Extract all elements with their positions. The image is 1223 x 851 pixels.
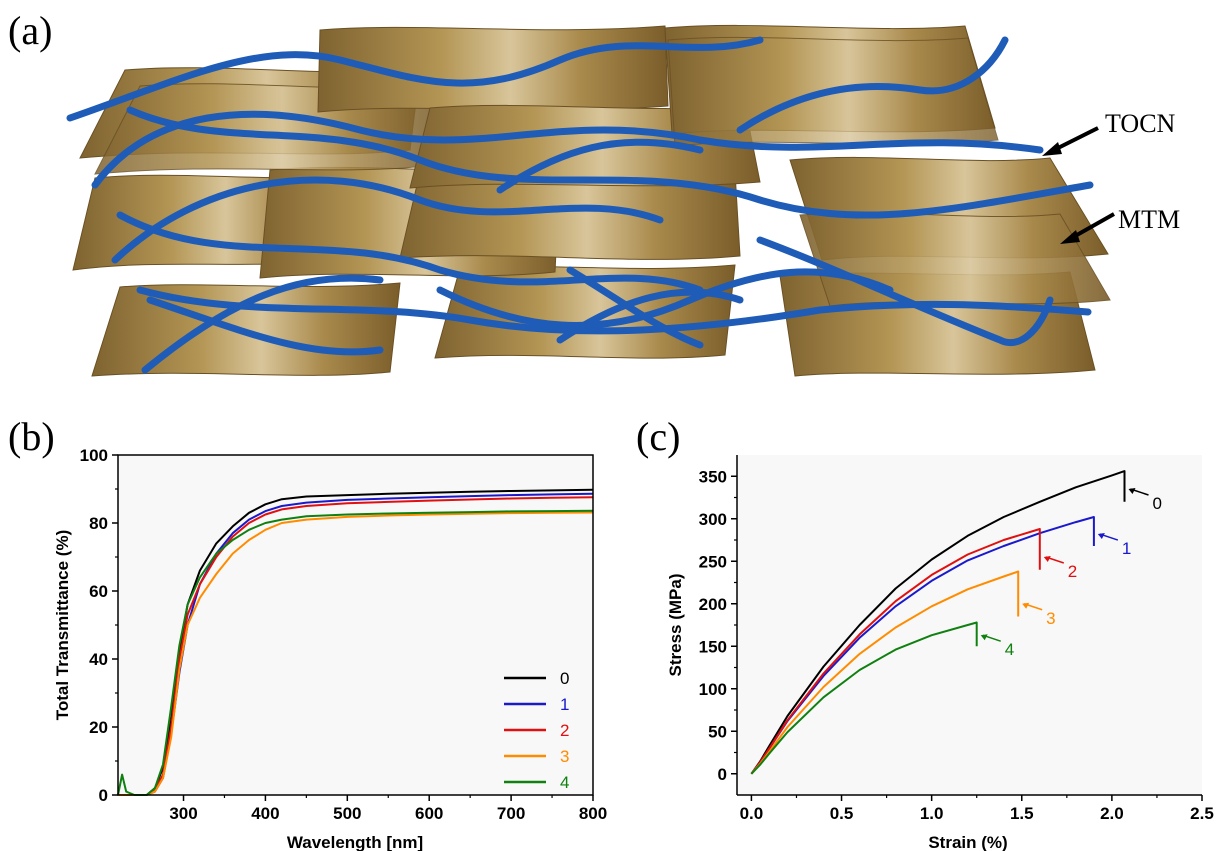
series-line-0 <box>750 470 1126 775</box>
schematic-panel: (a) <box>8 8 1180 377</box>
x-tick-label: 1.0 <box>920 804 944 823</box>
y-tick-label: 200 <box>699 595 727 614</box>
y-tick-label: 50 <box>708 722 727 741</box>
arrow-head-icon <box>1042 142 1062 156</box>
x-tick-label: 0.0 <box>740 804 764 823</box>
series-line-3 <box>118 511 594 796</box>
x-tick-label: 400 <box>251 804 279 823</box>
tocn-fiber <box>496 138 704 194</box>
y-tick-label: 350 <box>699 467 727 486</box>
x-tick-label: 2.0 <box>1100 804 1124 823</box>
series-line-4 <box>750 621 978 775</box>
tocn-fiber <box>756 236 1054 347</box>
end-label-arrowhead-1 <box>1097 533 1105 540</box>
axes-c: 0.0 0.5 1.0 1.5 2.0 2.5 0 50 100 150 200 250 300 350 <box>699 455 1214 823</box>
end-label-arrowhead-4 <box>980 634 988 641</box>
callout-label-mtm: MTM <box>1118 205 1180 234</box>
x-tick-label: 800 <box>579 804 607 823</box>
x-tick-label: 1.5 <box>1010 804 1034 823</box>
chart-c: (c) 0 1 2 3 4 0.0 0.5 1.0 1.5 2.0 2.5 0 50 100 150 200… <box>636 414 1214 851</box>
panel-label-c: (c) <box>636 414 680 459</box>
callout-mtm: MTM <box>1060 205 1180 244</box>
series-group-c <box>750 470 1126 775</box>
end-label-arrowhead-2 <box>1043 556 1051 562</box>
plot-area-b <box>118 455 593 795</box>
legend-label-1: 1 <box>560 695 569 714</box>
chart-b: (b) 300 400 500 600 700 800 0 20 40 60 80 100 0 1 2 3 4… <box>8 414 607 851</box>
end-label-arrowhead-3 <box>1022 602 1030 609</box>
mtm-sheet <box>317 25 669 113</box>
legend-label-3: 3 <box>560 747 569 766</box>
y-tick-label: 100 <box>80 446 108 465</box>
y-tick-label: 20 <box>89 718 108 737</box>
tocn-fiber <box>116 211 704 294</box>
tocn-fiber <box>736 36 1009 134</box>
tocn-fiber <box>141 274 384 374</box>
y-axis-title-b: Total Transmittance (%) <box>53 530 72 721</box>
tocn-fiber <box>556 288 744 344</box>
tocn-fiber <box>436 268 894 329</box>
end-label-2: 2 <box>1068 562 1077 581</box>
tocn-fiber <box>111 176 664 264</box>
x-tick-label: 500 <box>333 804 361 823</box>
legend-label-0: 0 <box>560 669 569 688</box>
x-tick-label: 600 <box>415 804 443 823</box>
x-tick-label: 0.5 <box>830 804 854 823</box>
end-label-0: 0 <box>1153 494 1162 513</box>
end-label-4: 4 <box>1005 640 1014 659</box>
legend-label-2: 2 <box>560 721 569 740</box>
x-tick-label: 300 <box>169 804 197 823</box>
mtm-sheet <box>799 212 1111 307</box>
callout-label-tocn: TOCN <box>1105 109 1176 138</box>
y-tick-label: 0 <box>718 765 727 784</box>
series-line-2 <box>118 496 594 796</box>
tocn-fiber <box>91 110 1044 189</box>
tocn-fibers <box>66 36 1094 374</box>
y-tick-label: 300 <box>699 510 727 529</box>
series-line-2 <box>750 528 1041 775</box>
tocn-fiber <box>146 296 384 356</box>
mtm-sheets <box>72 24 1111 377</box>
arrow-head-icon <box>1060 230 1080 244</box>
tocn-fiber <box>66 36 764 122</box>
x-axis-title-b: Wavelength [nm] <box>287 833 423 851</box>
y-tick-label: 80 <box>89 514 108 533</box>
x-tick-label: 2.5 <box>1190 804 1214 823</box>
y-tick-label: 40 <box>89 650 108 669</box>
callout-tocn: TOCN <box>1042 109 1176 156</box>
end-label-3: 3 <box>1046 609 1055 628</box>
y-tick-label: 100 <box>699 680 727 699</box>
y-tick-label: 250 <box>699 552 727 571</box>
end-labels-c: 0 1 2 3 4 <box>980 488 1162 659</box>
legend-b: 0 1 2 3 4 <box>504 669 569 792</box>
y-axis-title-c: Stress (MPa) <box>666 574 685 677</box>
tocn-fiber <box>566 266 704 349</box>
end-label-arrowhead-0 <box>1128 488 1136 494</box>
panel-label-a: (a) <box>8 8 52 53</box>
legend-label-4: 4 <box>560 773 569 792</box>
panel-label-b: (b) <box>8 414 55 459</box>
tocn-fiber <box>136 286 1092 335</box>
x-axis-title-c: Strain (%) <box>928 833 1007 851</box>
y-tick-label: 60 <box>89 582 108 601</box>
x-tick-label: 700 <box>497 804 525 823</box>
end-label-1: 1 <box>1122 539 1131 558</box>
y-tick-label: 150 <box>699 637 727 656</box>
series-line-3 <box>750 570 1020 775</box>
tocn-fiber <box>126 106 1094 219</box>
y-tick-label: 0 <box>99 786 108 805</box>
